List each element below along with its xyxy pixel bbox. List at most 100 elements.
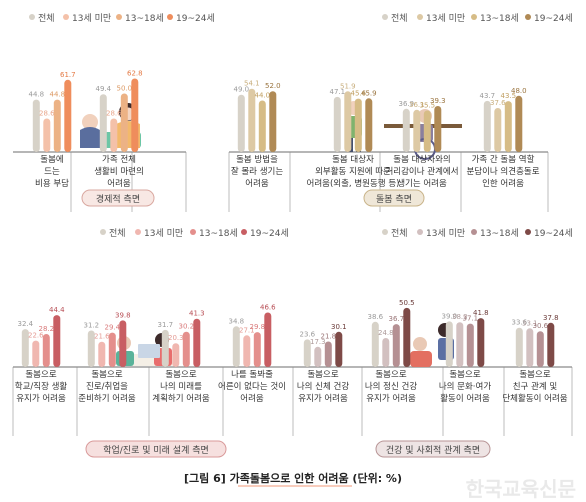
category-label: 나의 문화·여가: [439, 381, 492, 392]
legend-label-under13: 13세 미만: [72, 13, 111, 24]
bar: [515, 95, 523, 152]
data-label: 21.8: [321, 333, 337, 341]
bar: [161, 329, 169, 367]
watermark: 한국교육신문: [466, 477, 576, 501]
section-label-economic: 경제적 측면: [81, 189, 155, 207]
legend-dot-13-18: [190, 229, 196, 235]
category-label: 돌봄으로: [165, 370, 196, 380]
data-label: 29.8: [250, 323, 266, 331]
data-label: 39.3: [430, 97, 446, 105]
category-label: 유지가 어려움: [16, 393, 66, 404]
bar: [53, 315, 61, 367]
legend-dot-13-18: [471, 229, 477, 235]
legend-dot-19-24: [525, 14, 531, 20]
legend-bottom-left: 전체 13세 미만 13~18세 19~24세: [100, 228, 289, 239]
top-separators: [70, 152, 549, 212]
category-label: 돌봄에: [40, 155, 63, 165]
data-label: 39.0: [442, 312, 458, 320]
bar: [119, 320, 127, 367]
legend-dot-13-18: [116, 14, 122, 20]
bar: [423, 110, 431, 152]
category-label: 비용 부담: [35, 178, 69, 189]
data-label: 24.8: [378, 329, 394, 337]
bar: [87, 330, 95, 367]
legend-dot-under13: [417, 229, 423, 235]
bar: [243, 335, 251, 367]
section-label-study: 학업/진로 및 미래 설계 측면: [85, 440, 227, 458]
bar: [32, 99, 40, 152]
section-label-health: 건강 및 사회적 관계 측면: [375, 440, 491, 458]
category-label: 생활비 마련의: [94, 166, 144, 177]
data-label: 61.7: [60, 71, 76, 79]
bar: [413, 109, 421, 152]
bar: [335, 331, 343, 367]
data-label: 39.8: [115, 311, 131, 319]
category-label: 잘 몰라 생기는: [231, 166, 284, 177]
data-label: 35.5: [420, 102, 436, 110]
data-label: 44.0: [255, 92, 271, 100]
category-label: 나를 돌봐줄: [231, 370, 273, 380]
bar: [456, 322, 464, 367]
legend-dot-19-24: [167, 14, 173, 20]
legend-top-left: 전체 13세 미만 13~18세 19~24세: [29, 13, 215, 24]
category-label: 돌봄으로: [519, 370, 550, 380]
category-label: 생기는 어려움: [397, 178, 447, 189]
data-label: 38.6: [368, 313, 384, 321]
data-label: 44.8: [50, 91, 66, 99]
category-label: 준비하기 어려움: [78, 393, 136, 404]
category-label: 돌봄으로: [307, 370, 338, 380]
data-label: 28.6: [39, 110, 55, 118]
legend-label-under13: 13세 미만: [426, 228, 465, 239]
data-label: 54.1: [244, 80, 260, 88]
bar: [392, 324, 400, 367]
data-label: 31.2: [84, 322, 100, 330]
category-label: 인한 어려움: [482, 178, 524, 189]
data-label: 50.5: [399, 299, 415, 307]
category-label: 외부활동 지원에 따른: [315, 166, 391, 177]
data-label: 49.4: [96, 85, 112, 93]
data-label: 28.6: [106, 110, 122, 118]
category-label: 어려움: [107, 178, 131, 189]
section-label-economic-text: 경제적 측면: [96, 193, 140, 205]
legend-label-19-24: 19~24세: [250, 228, 289, 239]
category-label: 나의 미래를: [160, 381, 202, 392]
category-label: 돌봄 대상자와의: [393, 154, 450, 165]
bar: [193, 318, 201, 367]
legend-dot-total: [100, 229, 106, 235]
data-label: 21.6: [94, 333, 110, 341]
bar: [53, 99, 61, 152]
bar: [403, 307, 411, 367]
legend-dot-total: [382, 229, 388, 235]
legend-dot-under13: [63, 14, 69, 20]
data-label: 45.6: [351, 90, 367, 98]
bar: [324, 341, 332, 367]
category-label: 돌봄으로: [375, 370, 406, 380]
legend-dot-total: [382, 14, 388, 20]
legend-label-total: 전체: [38, 13, 55, 24]
data-label: 20.3: [168, 334, 184, 342]
bottom-separators: [12, 367, 573, 436]
data-label: 38.3: [452, 313, 468, 321]
category-label: 계획하기 어려움: [152, 393, 210, 404]
legend-dot-13-18: [471, 14, 477, 20]
category-label: 나의 신체 건강: [297, 381, 350, 392]
data-label: 51.9: [340, 82, 356, 90]
bar: [43, 118, 51, 152]
data-label: 43.7: [480, 92, 496, 100]
category-label: 돌봄으로: [25, 370, 56, 380]
legend-label-13-18: 13~18세: [125, 13, 164, 24]
data-label: 50.0: [117, 85, 133, 93]
legend-label-total: 전체: [109, 228, 126, 239]
bar: [131, 78, 139, 152]
data-label: 36.1: [409, 101, 425, 109]
bar: [365, 98, 373, 152]
bar: [354, 98, 362, 152]
bar: [98, 341, 106, 367]
legend-label-19-24: 19~24세: [534, 228, 573, 239]
section-label-care: 돌봄 측면: [363, 189, 425, 207]
bar: [515, 327, 523, 367]
data-label: 37.6: [490, 99, 506, 107]
category-label: 가족 전체: [102, 154, 136, 165]
